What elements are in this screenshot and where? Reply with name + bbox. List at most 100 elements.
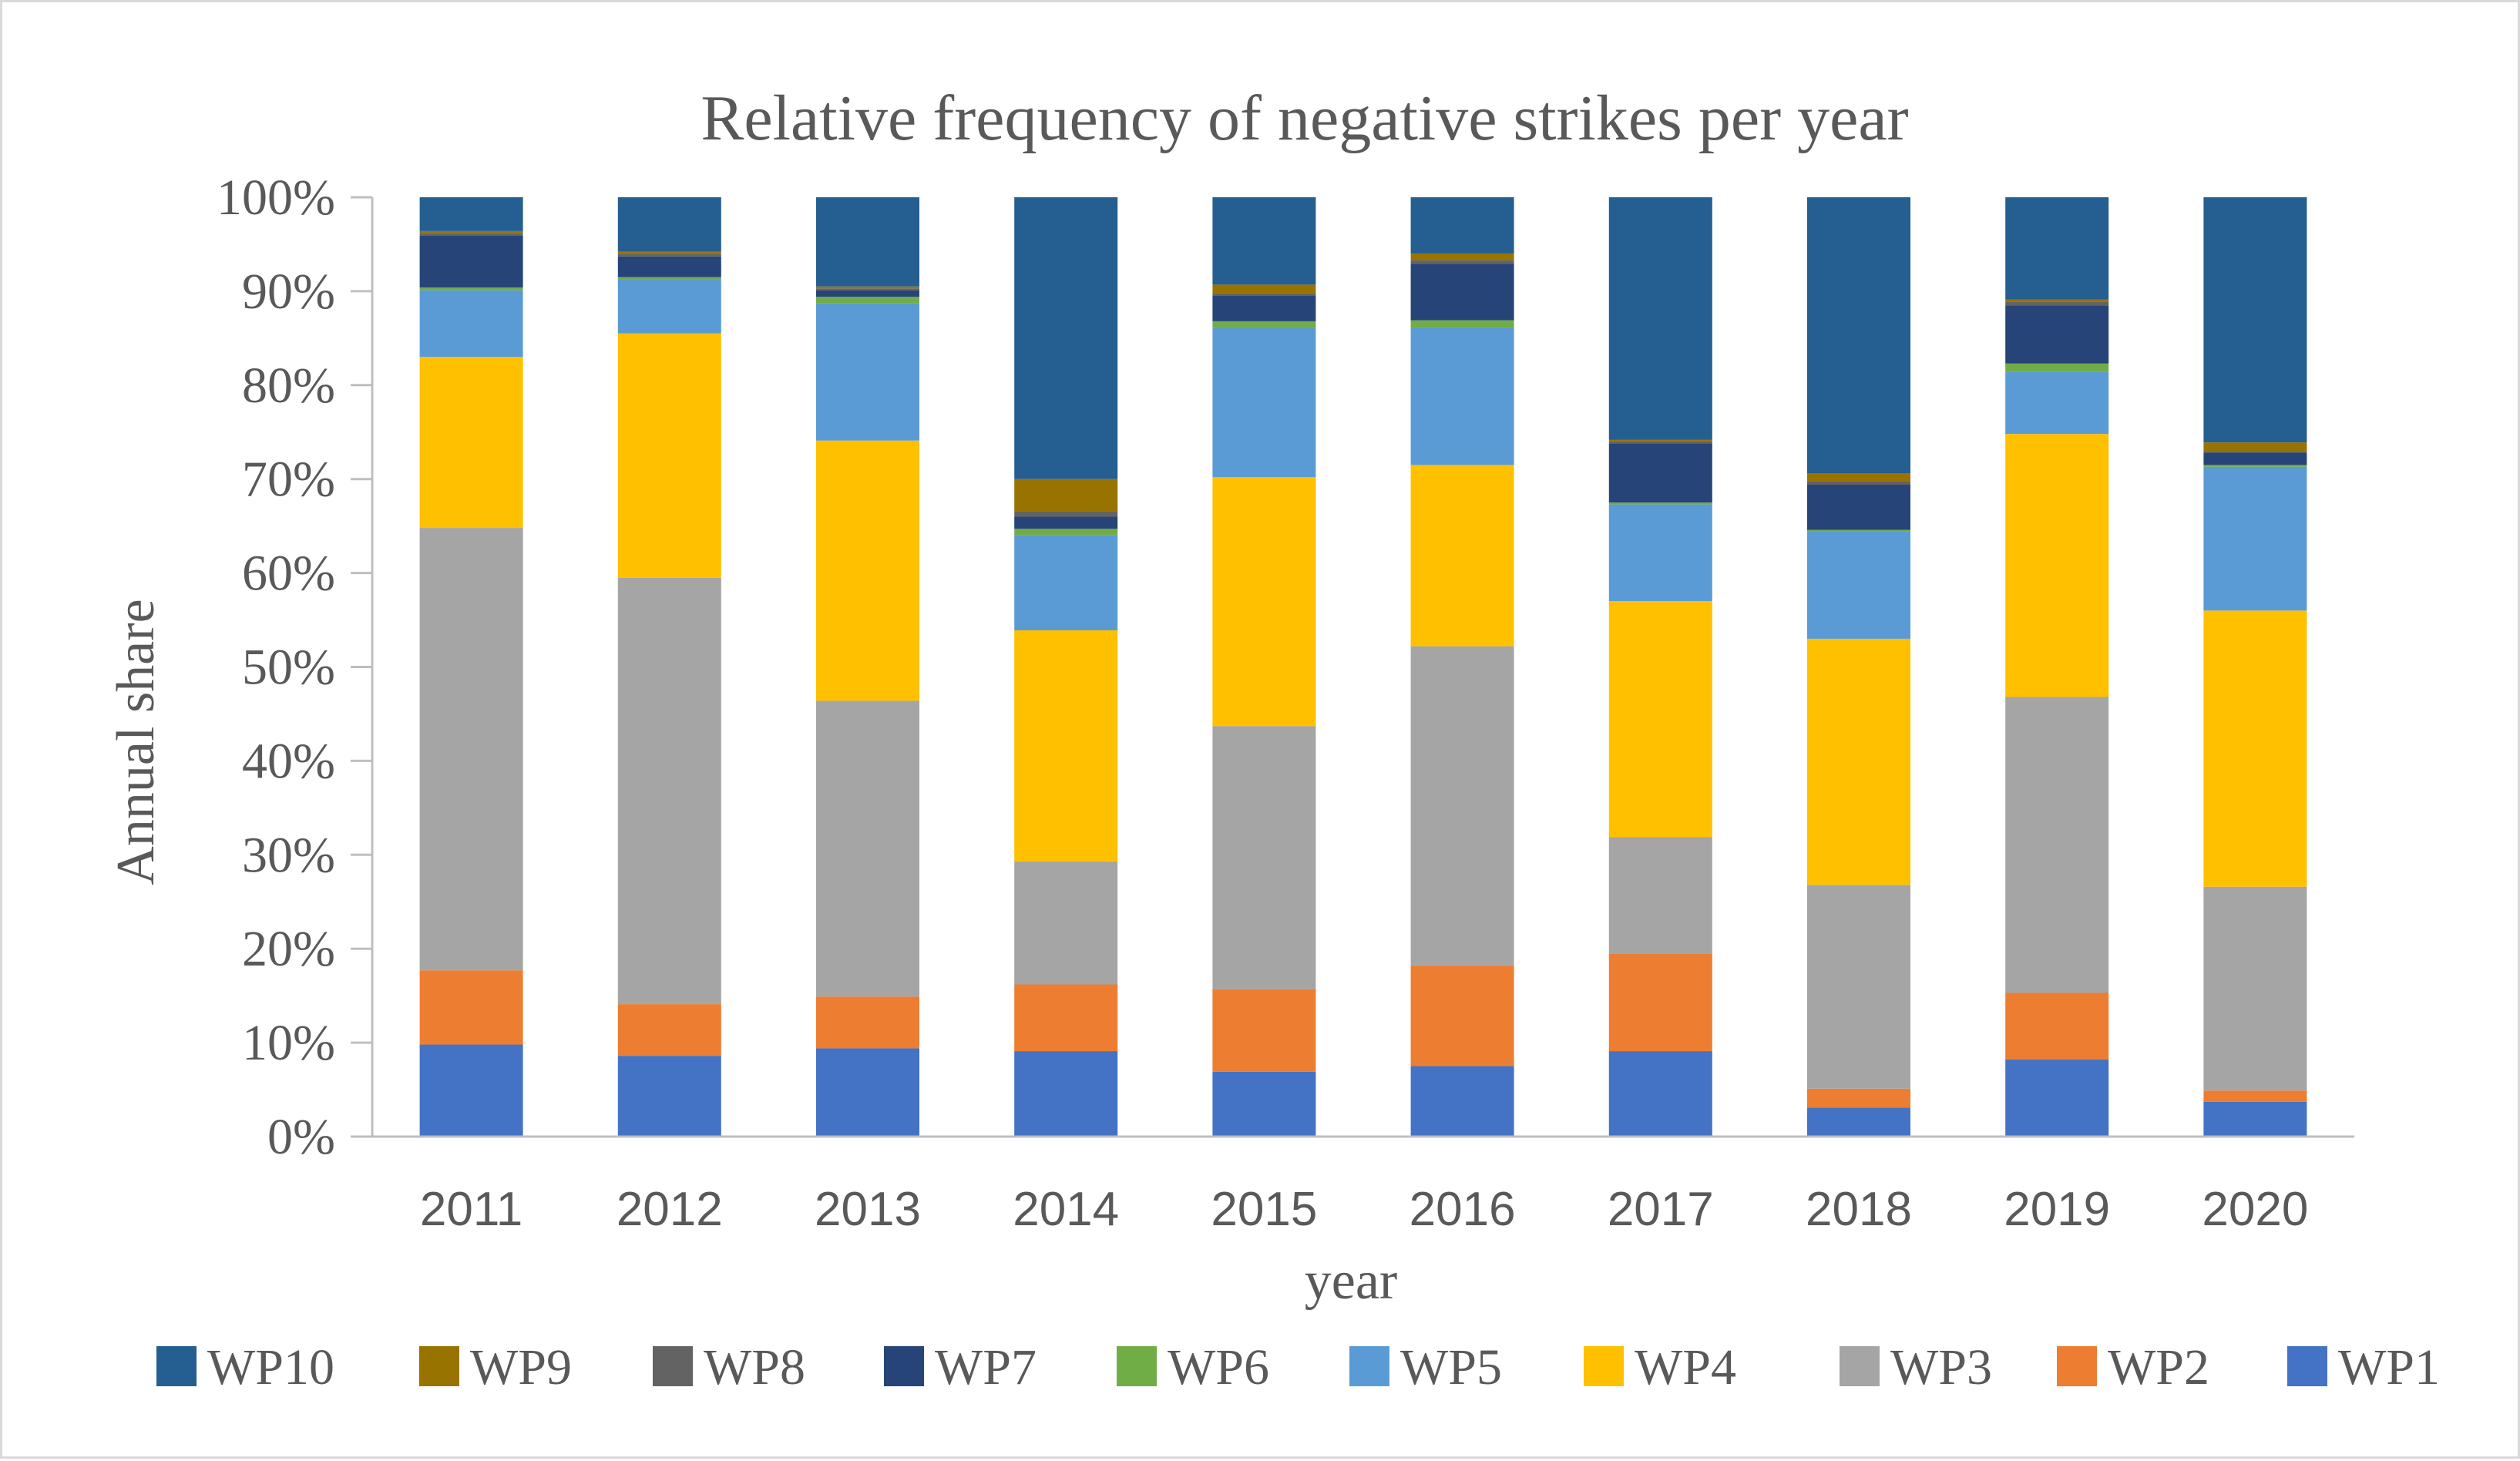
legend: WP10 WP9 WP8 WP7 WP6 WP5 WP4 WP3 WP2 WP1 <box>156 1339 2440 1396</box>
bar-segment-wp5-2020 <box>2203 466 2307 611</box>
bar-segment-wp4-2019 <box>2005 434 2109 697</box>
bar-segment-wp6-2013 <box>816 297 919 304</box>
bar-segment-wp10-2018 <box>1807 197 1910 474</box>
bar-segment-wp1-2016 <box>1410 1066 1514 1137</box>
bar-segment-wp9-2013 <box>816 286 919 289</box>
bar-segment-wp1-2012 <box>617 1056 721 1137</box>
bar-segment-wp2-2016 <box>1410 966 1514 1066</box>
y-tick-label: 50% <box>242 640 335 696</box>
bar-segment-wp5-2016 <box>1410 327 1514 465</box>
bar-segment-wp6-2019 <box>2005 363 2109 372</box>
y-tick-label: 20% <box>242 921 335 977</box>
legend-swatch-wp4 <box>1584 1346 1624 1386</box>
bar-segment-wp1-2019 <box>2005 1060 2109 1137</box>
bar-segment-wp9-2017 <box>1608 439 1712 442</box>
bar-segment-wp5-2013 <box>816 303 919 441</box>
bar-segment-wp6-2016 <box>1410 320 1514 328</box>
legend-label-wp9: WP9 <box>470 1339 572 1396</box>
bar-segment-wp6-2020 <box>2203 465 2307 467</box>
y-axis-title: Annual share <box>106 599 166 885</box>
bar-segment-wp10-2013 <box>816 197 919 287</box>
legend-swatch-wp7 <box>884 1346 924 1386</box>
bar-segment-wp3-2016 <box>1410 646 1514 966</box>
bar-segment-wp7-2014 <box>1014 516 1118 529</box>
legend-swatch-wp10 <box>156 1346 197 1386</box>
bar-segment-wp3-2017 <box>1608 837 1712 954</box>
bar-segment-wp2-2019 <box>2005 992 2109 1060</box>
y-tick-label: 0% <box>267 1109 335 1165</box>
bar-segment-wp9-2019 <box>2005 299 2109 302</box>
bar-segment-wp5-2011 <box>419 290 523 358</box>
legend-swatch-wp6 <box>1117 1346 1157 1386</box>
bar-segment-wp9-2011 <box>419 230 523 233</box>
bar-segment-wp7-2012 <box>617 256 721 277</box>
legend-label-wp10: WP10 <box>207 1339 334 1396</box>
bar-segment-wp5-2018 <box>1807 531 1910 639</box>
y-tick-label: 30% <box>242 827 335 883</box>
bar-segment-wp1-2017 <box>1608 1051 1712 1137</box>
bar-segment-wp2-2018 <box>1807 1088 1910 1108</box>
bar-segment-wp6-2017 <box>1608 502 1712 505</box>
bar-segment-wp5-2014 <box>1014 535 1118 630</box>
bar-segment-wp10-2020 <box>2203 197 2307 443</box>
x-axis-title: year <box>1305 1251 1397 1311</box>
bar-segment-wp8-2020 <box>2203 451 2307 453</box>
bar-segment-wp7-2016 <box>1410 264 1514 321</box>
x-tick-label: 2018 <box>1806 1183 1912 1236</box>
bars-group <box>419 197 2307 1137</box>
x-axis-ticks: 2011 2012 2013 2014 2015 2016 2017 2018 2019 2020 <box>420 1183 2308 1236</box>
bar-segment-wp9-2015 <box>1212 284 1316 294</box>
bar-segment-wp8-2011 <box>419 233 523 236</box>
x-tick-label: 2014 <box>1013 1183 1119 1236</box>
bar-segment-wp2-2020 <box>2203 1090 2307 1102</box>
bar-segment-wp4-2012 <box>617 333 721 578</box>
bar-segment-wp6-2012 <box>617 277 721 280</box>
bar-segment-wp10-2015 <box>1212 197 1316 285</box>
bar-segment-wp3-2014 <box>1014 861 1118 985</box>
y-tick-label: 40% <box>242 733 335 789</box>
bar-segment-wp3-2012 <box>617 577 721 1005</box>
legend-swatch-wp8 <box>653 1346 693 1386</box>
bar-segment-wp3-2013 <box>816 700 919 997</box>
bar-segment-wp4-2017 <box>1608 601 1712 838</box>
bar-segment-wp3-2015 <box>1212 726 1316 989</box>
x-tick-label: 2012 <box>617 1183 723 1236</box>
bar-segment-wp4-2016 <box>1410 465 1514 647</box>
bar-segment-wp10-2016 <box>1410 197 1514 254</box>
bar-segment-wp8-2016 <box>1410 260 1514 264</box>
legend-swatch-wp3 <box>1840 1346 1880 1386</box>
y-tick-label: 100% <box>217 170 335 226</box>
bar-segment-wp3-2011 <box>419 528 523 971</box>
bar-segment-wp2-2012 <box>617 1004 721 1056</box>
bar-segment-wp8-2015 <box>1212 293 1316 296</box>
x-tick-label: 2015 <box>1211 1183 1317 1236</box>
bar-segment-wp9-2018 <box>1807 473 1910 482</box>
bar-segment-wp3-2019 <box>2005 697 2109 993</box>
legend-swatch-wp5 <box>1349 1346 1389 1386</box>
bar-segment-wp10-2011 <box>419 197 523 231</box>
bar-segment-wp9-2014 <box>1014 479 1118 512</box>
bar-segment-wp7-2018 <box>1807 485 1910 530</box>
legend-swatch-wp9 <box>419 1346 459 1386</box>
bar-segment-wp4-2014 <box>1014 630 1118 861</box>
bar-segment-wp8-2012 <box>617 254 721 257</box>
bar-segment-wp4-2011 <box>419 357 523 529</box>
bar-segment-wp10-2017 <box>1608 197 1712 440</box>
y-tick-label: 80% <box>242 358 335 414</box>
bar-segment-wp2-2011 <box>419 970 523 1045</box>
x-tick-label: 2016 <box>1410 1183 1516 1236</box>
bar-segment-wp1-2015 <box>1212 1071 1316 1137</box>
bar-segment-wp4-2020 <box>2203 610 2307 887</box>
bar-segment-wp9-2020 <box>2203 442 2307 452</box>
bar-segment-wp3-2018 <box>1807 885 1910 1089</box>
x-tick-label: 2019 <box>2004 1183 2110 1236</box>
bar-segment-wp4-2013 <box>816 440 919 701</box>
bar-segment-wp5-2017 <box>1608 504 1712 602</box>
y-axis-ticks: 0% 10% 20% 30% 40% 50% 60% 70% 80% 90% 100% <box>217 170 374 1165</box>
bar-segment-wp10-2014 <box>1014 197 1118 479</box>
bar-segment-wp1-2011 <box>419 1044 523 1137</box>
bar-segment-wp8-2017 <box>1608 441 1712 444</box>
bar-segment-wp6-2011 <box>419 287 523 291</box>
legend-label-wp2: WP2 <box>2108 1339 2209 1396</box>
bar-segment-wp9-2016 <box>1410 254 1514 260</box>
